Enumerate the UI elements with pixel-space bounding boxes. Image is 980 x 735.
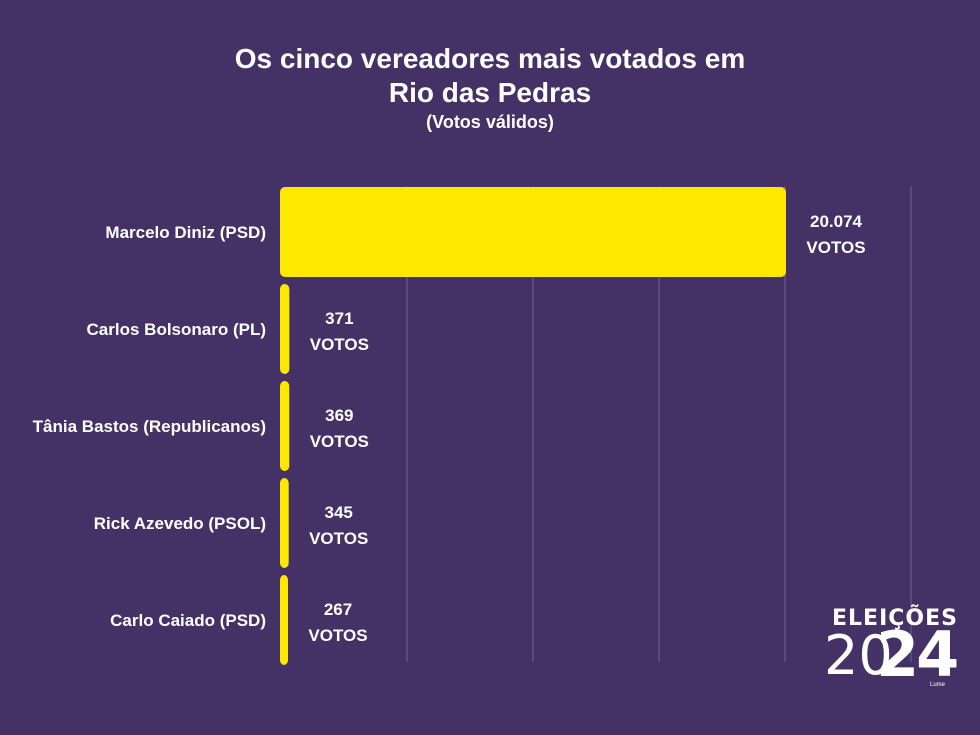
value-label-1: 20.074 xyxy=(810,212,863,231)
chart-title-line-2: Rio das Pedras xyxy=(388,77,592,108)
value-unit-label-4: VOTOS xyxy=(309,529,368,548)
logo-year-20: 20 xyxy=(824,624,893,687)
category-label-4: Rick Azevedo (PSOL) xyxy=(94,514,266,533)
eleicoes-2024-logo: ELEIÇÕES 20 24 Lume xyxy=(818,606,959,692)
logo-year-24: 24 xyxy=(876,618,959,691)
value-label-3: 369 xyxy=(325,406,353,425)
bar-1 xyxy=(280,187,786,277)
bar-4 xyxy=(280,478,289,568)
value-label-5: 267 xyxy=(324,600,352,619)
bar-5 xyxy=(280,575,288,665)
logo-small-text: Lume xyxy=(930,682,946,688)
value-unit-label-3: VOTOS xyxy=(310,432,369,451)
value-unit-label-5: VOTOS xyxy=(308,626,367,645)
value-label-2: 371 xyxy=(325,309,353,328)
value-unit-label-2: VOTOS xyxy=(310,335,369,354)
bar-3 xyxy=(280,381,290,471)
category-label-5: Carlo Caiado (PSD) xyxy=(110,611,266,630)
bar-2 xyxy=(280,284,290,374)
category-label-2: Carlos Bolsonaro (PL) xyxy=(87,320,266,339)
category-label-1: Marcelo Diniz (PSD) xyxy=(105,223,266,242)
category-label-3: Tânia Bastos (Republicanos) xyxy=(33,417,266,436)
logo-eleicoes-text: ELEIÇÕES xyxy=(832,606,958,631)
value-label-4: 345 xyxy=(325,503,353,522)
chart-title-block: Os cinco vereadores mais votados em Rio … xyxy=(0,42,980,134)
value-unit-label-1: VOTOS xyxy=(806,238,865,257)
chart-title-line-1: Os cinco vereadores mais votados em xyxy=(234,43,746,74)
chart-subtitle: (Votos válidos) xyxy=(426,112,554,132)
